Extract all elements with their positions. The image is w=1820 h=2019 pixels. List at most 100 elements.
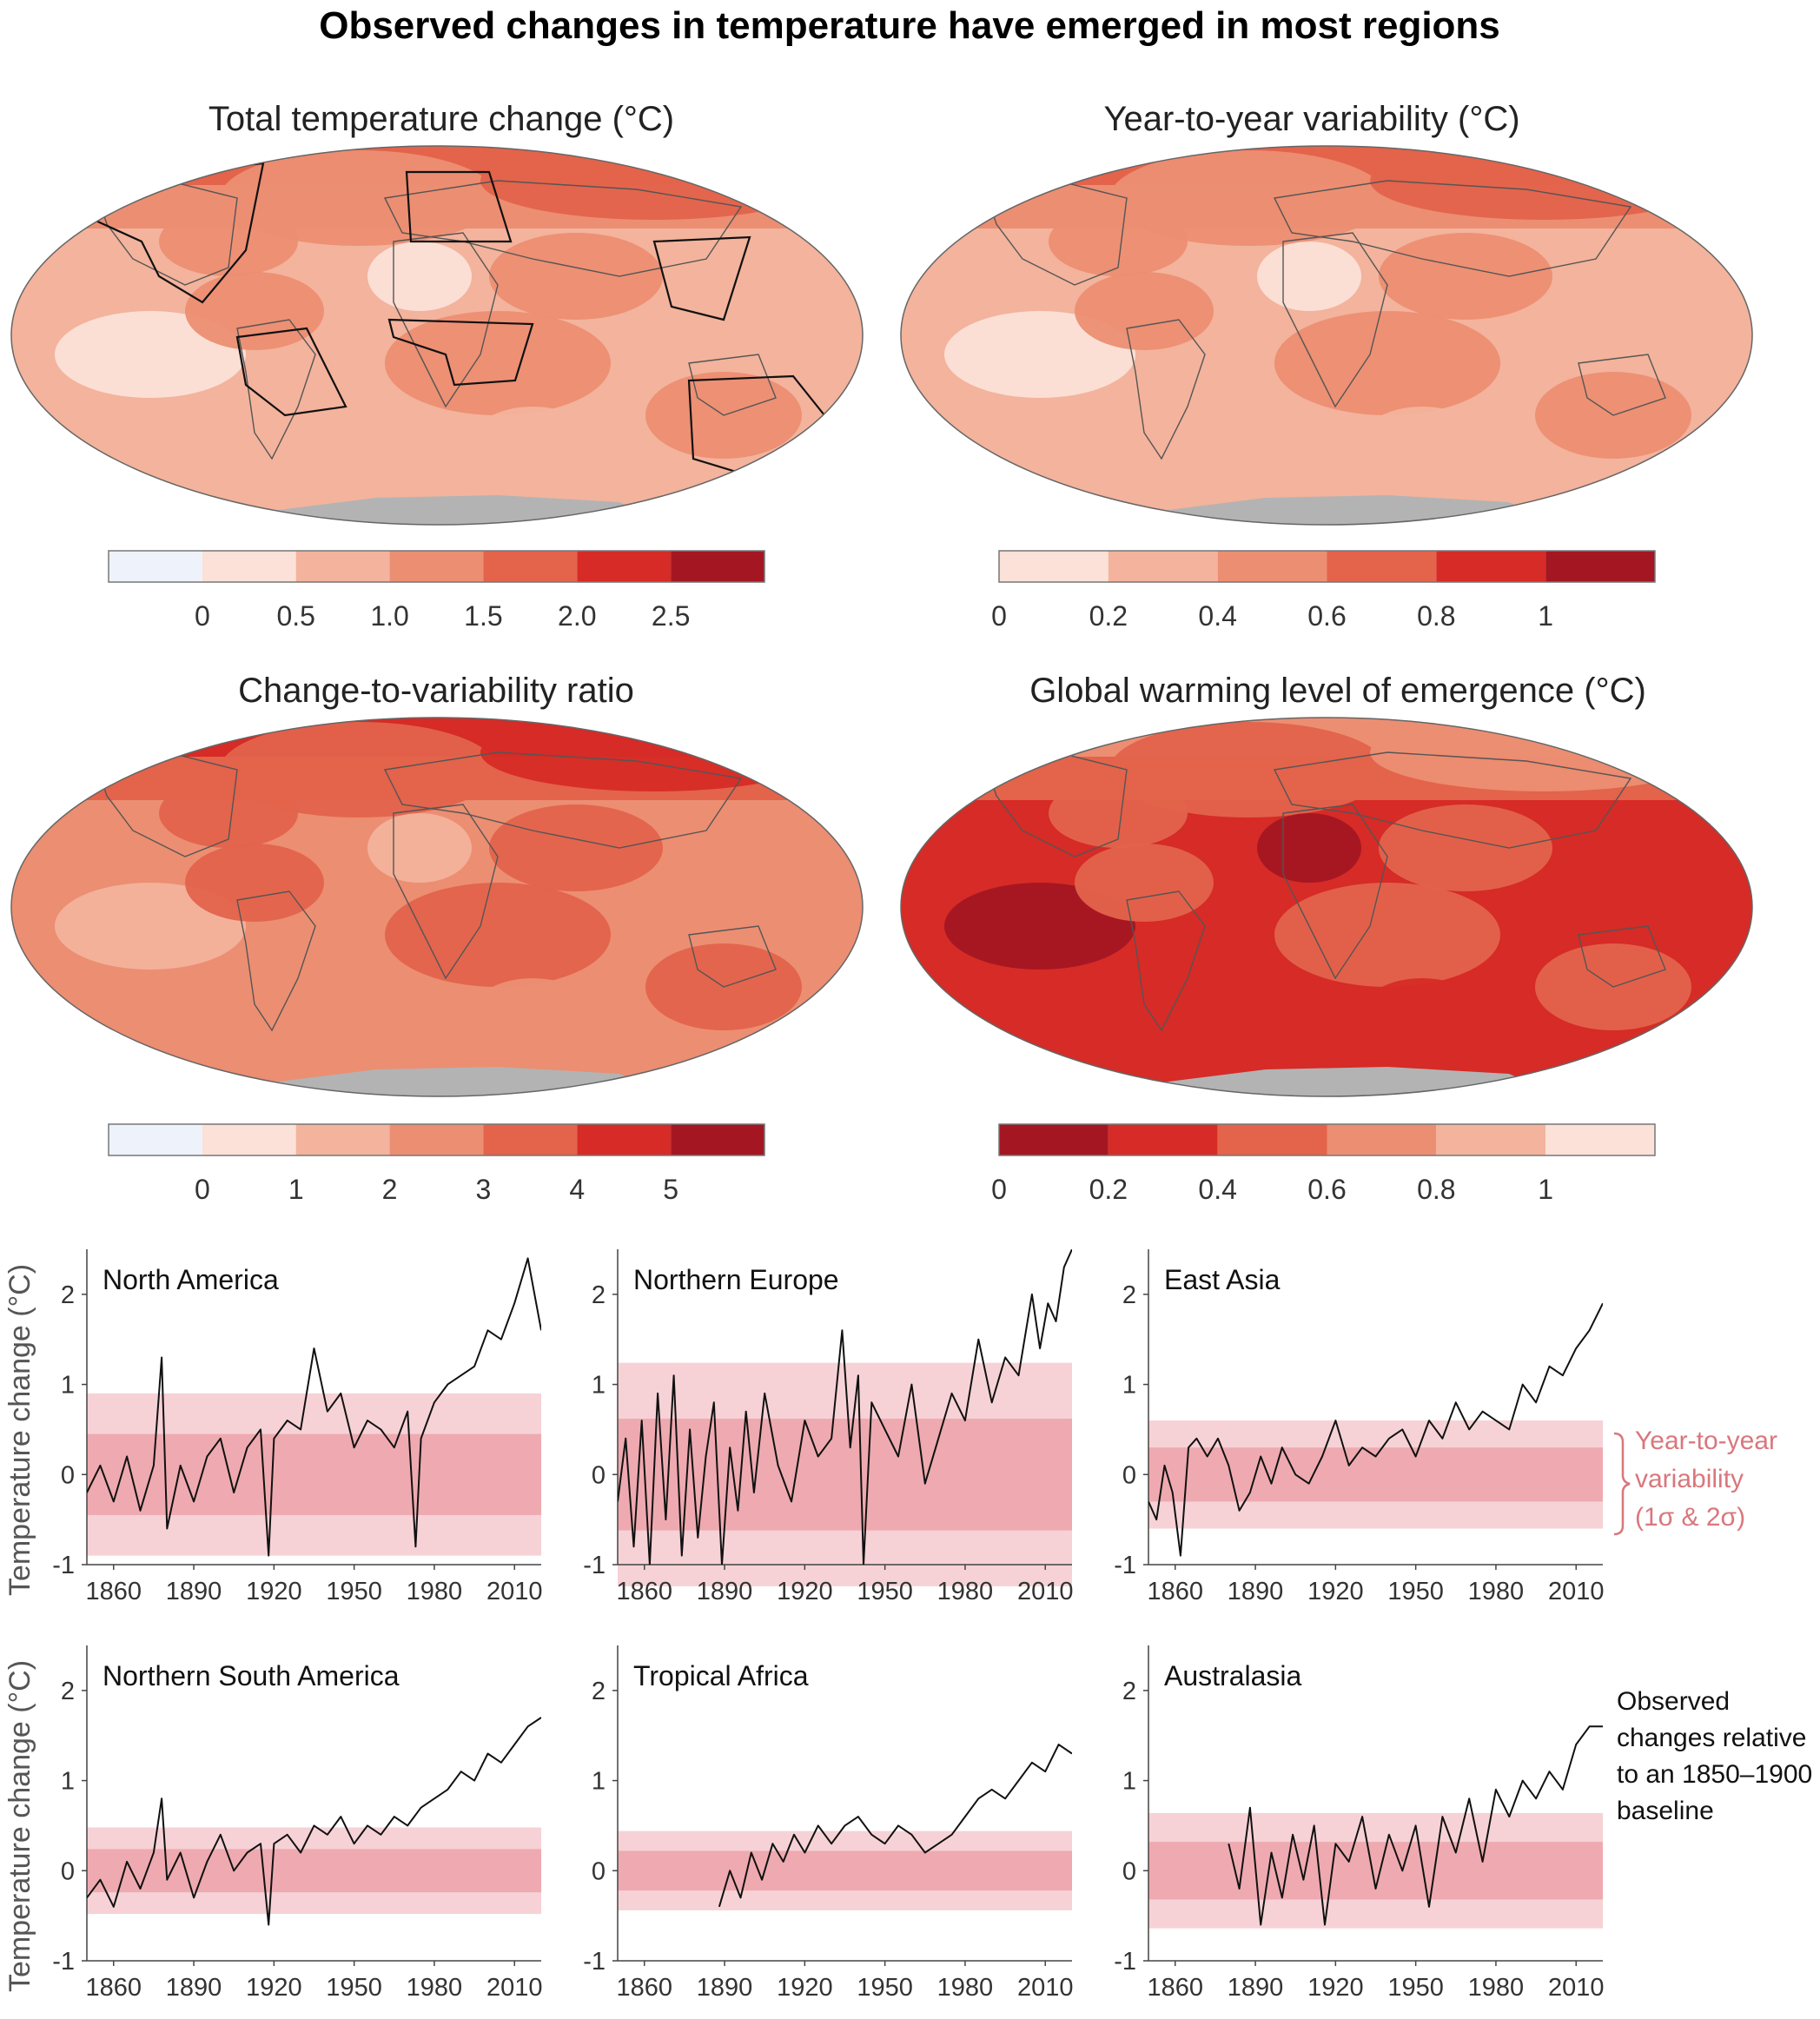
map-anomaly-patch	[1370, 146, 1717, 220]
map-coastline	[383, 751, 743, 849]
baseline-label-line-1: Observed	[1617, 1687, 1730, 1716]
world-map-emergence	[900, 717, 1753, 1097]
timeseries-australasia: -1 0 1 2 1860 1890 1920 1950 1980 2010 Australasia	[1114, 1645, 1604, 2002]
colorbar-segment	[671, 551, 764, 582]
map-coastline	[1273, 751, 1632, 849]
region-title: Tropical Africa	[633, 1660, 809, 1691]
map-coastline	[1282, 804, 1388, 980]
colorbar-segment	[389, 551, 484, 582]
map-anomaly-patch	[1083, 372, 1292, 476]
x-tick-label: 1890	[697, 1578, 753, 1605]
colorbar-tick-label: 3	[476, 1174, 492, 1205]
map-anomaly-patch	[385, 311, 611, 415]
y-tick-label: 1	[61, 1372, 75, 1400]
colorbar-tick-label: 2.0	[558, 600, 596, 632]
temperature-series-line	[87, 1257, 541, 1557]
map-coastline	[236, 890, 316, 1032]
map-region-outline	[405, 170, 513, 243]
colorbar-tick-label: 0.2	[1089, 600, 1128, 632]
ts-ylabel-top-row: Temperature change (°C)	[3, 1264, 36, 1596]
colorbar-emergence: 0 0.2 0.4 0.6 0.8 1	[991, 1123, 1656, 1205]
timeseries-tropical-africa: -1 0 1 2 1860 1890 1920 1950 1980 2010 Tropical Af…	[583, 1645, 1073, 2002]
x-tick-label: 1950	[857, 1974, 913, 2002]
map-title-total-change: Total temperature change (°C)	[208, 100, 674, 138]
x-tick-label: 1980	[407, 1578, 463, 1605]
x-tick-label: 1980	[407, 1974, 463, 2002]
x-tick-label: 1950	[1387, 1578, 1444, 1605]
map-panel-ratio: Change-to-variability ratio 0 1 2 3 4 5	[10, 672, 864, 1205]
x-tick-label: 2010	[1017, 1974, 1074, 2002]
map-coastline	[1578, 925, 1666, 988]
map-region-outline	[652, 235, 751, 321]
x-tick-label: 1920	[777, 1578, 833, 1605]
baseline-annotation: Observed changes relative to an 1850–190…	[1617, 1687, 1812, 1825]
colorbar-segment	[1327, 1124, 1437, 1155]
colorbar-tick-label: 1	[1538, 1174, 1553, 1205]
x-tick-label: 1890	[166, 1974, 222, 2002]
map-coastline	[236, 319, 316, 460]
map-anomaly-patch	[1622, 809, 1744, 887]
y-tick-label: 2	[61, 1281, 75, 1309]
world-map-ratio	[10, 717, 864, 1097]
map-region-outline	[387, 318, 534, 387]
x-tick-label: 1860	[617, 1974, 673, 2002]
variability-band-1sigma	[87, 1433, 541, 1515]
y-tick-label: 0	[592, 1461, 606, 1489]
map-anomaly-patch	[1075, 844, 1214, 922]
x-tick-label: 1860	[86, 1974, 142, 2002]
colorbar-tick-label: 1.0	[370, 600, 408, 632]
world-map-total-change	[10, 145, 864, 526]
map-coastline	[688, 354, 777, 416]
ts-ylabel-bottom-row: Temperature change (°C)	[3, 1660, 36, 1992]
colorbar-segment	[1436, 551, 1546, 582]
map-anomaly-patch	[732, 237, 854, 315]
world-map-variability	[900, 145, 1753, 526]
colorbar-segment	[1327, 551, 1437, 582]
colorbar-tick-label: 1	[288, 1174, 304, 1205]
timeseries-northern-south-america: -1 0 1 2 1860 1890 1920 1950 1980 2010 Northern So…	[52, 1645, 542, 2002]
map-anomaly-patch	[480, 146, 828, 220]
colorbar-tick-label: 0.6	[1307, 1174, 1346, 1205]
map-anomaly-patch	[1109, 150, 1387, 246]
y-tick-label: 0	[1122, 1857, 1136, 1885]
x-tick-label: 1950	[857, 1578, 913, 1605]
x-tick-label: 1890	[166, 1578, 222, 1605]
map-title-variability: Year-to-year variability (°C)	[1103, 100, 1519, 138]
colorbar-segment	[1545, 1124, 1655, 1155]
x-tick-label: 1890	[1228, 1578, 1284, 1605]
colorbar-segment	[1545, 551, 1655, 582]
colorbar-segment	[577, 551, 672, 582]
y-tick-label: -1	[583, 1552, 606, 1579]
x-tick-label: 1980	[1468, 1578, 1525, 1605]
colorbar-segment	[109, 551, 202, 582]
x-tick-label: 1920	[1307, 1974, 1364, 2002]
map-coastline	[1282, 232, 1388, 408]
y-tick-label: -1	[52, 1552, 75, 1579]
map-anomaly-patch	[1379, 804, 1552, 891]
y-tick-label: 1	[1122, 1768, 1136, 1796]
variability-band-1sigma	[1148, 1842, 1603, 1900]
x-tick-label: 1860	[617, 1578, 673, 1605]
x-tick-label: 2010	[1548, 1974, 1605, 2002]
map-panel-total-change: Total temperature change (°C) 0 0.5 1.0 1.5…	[10, 100, 864, 632]
variability-annotation: Year-to-year variability (1σ & 2σ)	[1613, 1427, 1777, 1536]
colorbar-tick-label: 1	[1538, 600, 1553, 632]
colorbar-tick-label: 0	[991, 1174, 1007, 1205]
x-tick-label: 1920	[246, 1578, 302, 1605]
colorbar-frame	[998, 550, 1656, 583]
y-tick-label: 1	[592, 1372, 606, 1400]
variability-band-1sigma	[618, 1850, 1072, 1891]
temperature-series-line	[718, 1744, 1072, 1908]
y-tick-label: 0	[1122, 1461, 1136, 1489]
x-tick-label: 1920	[1307, 1578, 1364, 1605]
timeseries-northern-europe: -1 0 1 2 1860 1890 1920 1950 1980 2010 Northern Eu…	[583, 1249, 1073, 1605]
x-tick-label: 1920	[246, 1974, 302, 2002]
map-coastline	[1273, 180, 1632, 277]
colorbar-segment	[202, 1124, 296, 1155]
timeseries-north-america: -1 0 1 2 1860 1890 1920 1950 1980 2010 North Ameri…	[52, 1249, 542, 1605]
y-tick-label: 2	[1122, 1678, 1136, 1705]
map-anomaly-patch	[1075, 272, 1214, 350]
colorbar-variability: 0 0.2 0.4 0.6 0.8 1	[991, 550, 1656, 632]
colorbar-tick-label: 0.4	[1198, 1174, 1236, 1205]
